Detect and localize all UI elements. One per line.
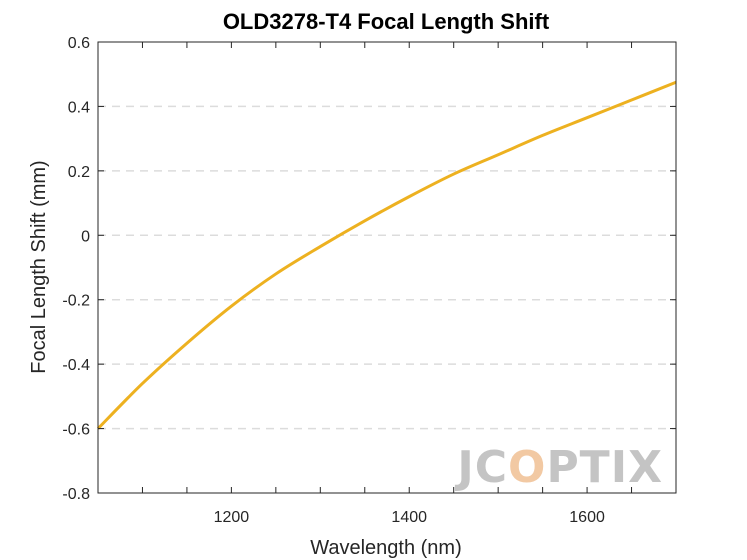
x-tick-label: 1400	[391, 509, 427, 526]
y-tick-label: -0.2	[62, 293, 90, 310]
y-tick-label: 0.6	[68, 35, 90, 52]
y-tick-label: 0.2	[68, 164, 90, 181]
jcoptix-watermark: JCOPTIX	[454, 442, 663, 493]
grid-lines	[98, 105, 676, 430]
plot-area-frame	[97, 41, 677, 494]
y-tick-label: -0.4	[62, 357, 90, 374]
series-line-0	[96, 80, 677, 430]
watermark-text: JCOPTIX	[454, 442, 663, 493]
y-axis-label: Focal Length Shift (mm)	[28, 160, 50, 373]
y-tick-label: 0	[81, 228, 90, 245]
y-tick-label: -0.8	[62, 486, 90, 503]
x-tick-label: 1200	[214, 509, 250, 526]
y-axis-ticks: -0.8 -0.6 -0.4 -0.2 0 0.2 0.4 0.6	[62, 35, 676, 503]
x-axis-label: Wavelength (nm)	[310, 537, 462, 559]
series-layer	[96, 80, 677, 430]
y-tick-label: -0.6	[62, 422, 90, 439]
x-axis-ticks: 1200 1400 1600	[141, 42, 633, 526]
chart-title: OLD3278-T4 Focal Length Shift	[223, 9, 550, 34]
x-tick-label: 1600	[569, 509, 605, 526]
y-tick-label: 0.4	[68, 99, 90, 116]
